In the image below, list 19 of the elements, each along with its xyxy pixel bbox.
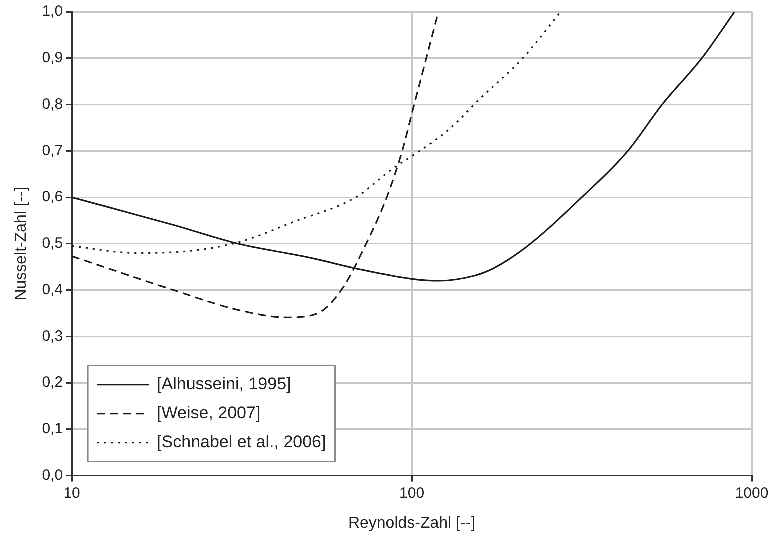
y-tick-label: 0,1 [42, 420, 64, 438]
y-tick-label: 0,6 [42, 188, 64, 206]
y-tick-label: 0,3 [42, 328, 64, 345]
y-tick-label: 0,4 [42, 281, 64, 298]
y-axis-title: Nusselt-Zahl [--] [13, 187, 30, 301]
y-tick-label: 0,5 [42, 235, 64, 252]
legend-label: [Alhusseini, 1995] [157, 374, 292, 394]
y-tick-label: 0,2 [42, 374, 64, 392]
x-tick-label: 100 [400, 484, 425, 502]
legend-label: [Schnabel et al., 2006] [157, 432, 326, 452]
y-tick-label: 0,0 [42, 466, 64, 484]
y-tick-label: 0,8 [42, 96, 64, 113]
y-tick-label: 0,9 [42, 50, 64, 67]
y-tick-label: 1,0 [42, 3, 64, 20]
x-tick-label: 1000 [735, 484, 769, 502]
y-tick-label: 0,7 [42, 142, 64, 160]
x-axis-title: Reynolds-Zahl [--] [348, 514, 476, 532]
x-tick-label: 10 [64, 484, 80, 502]
legend-label: [Weise, 2007] [157, 403, 261, 422]
